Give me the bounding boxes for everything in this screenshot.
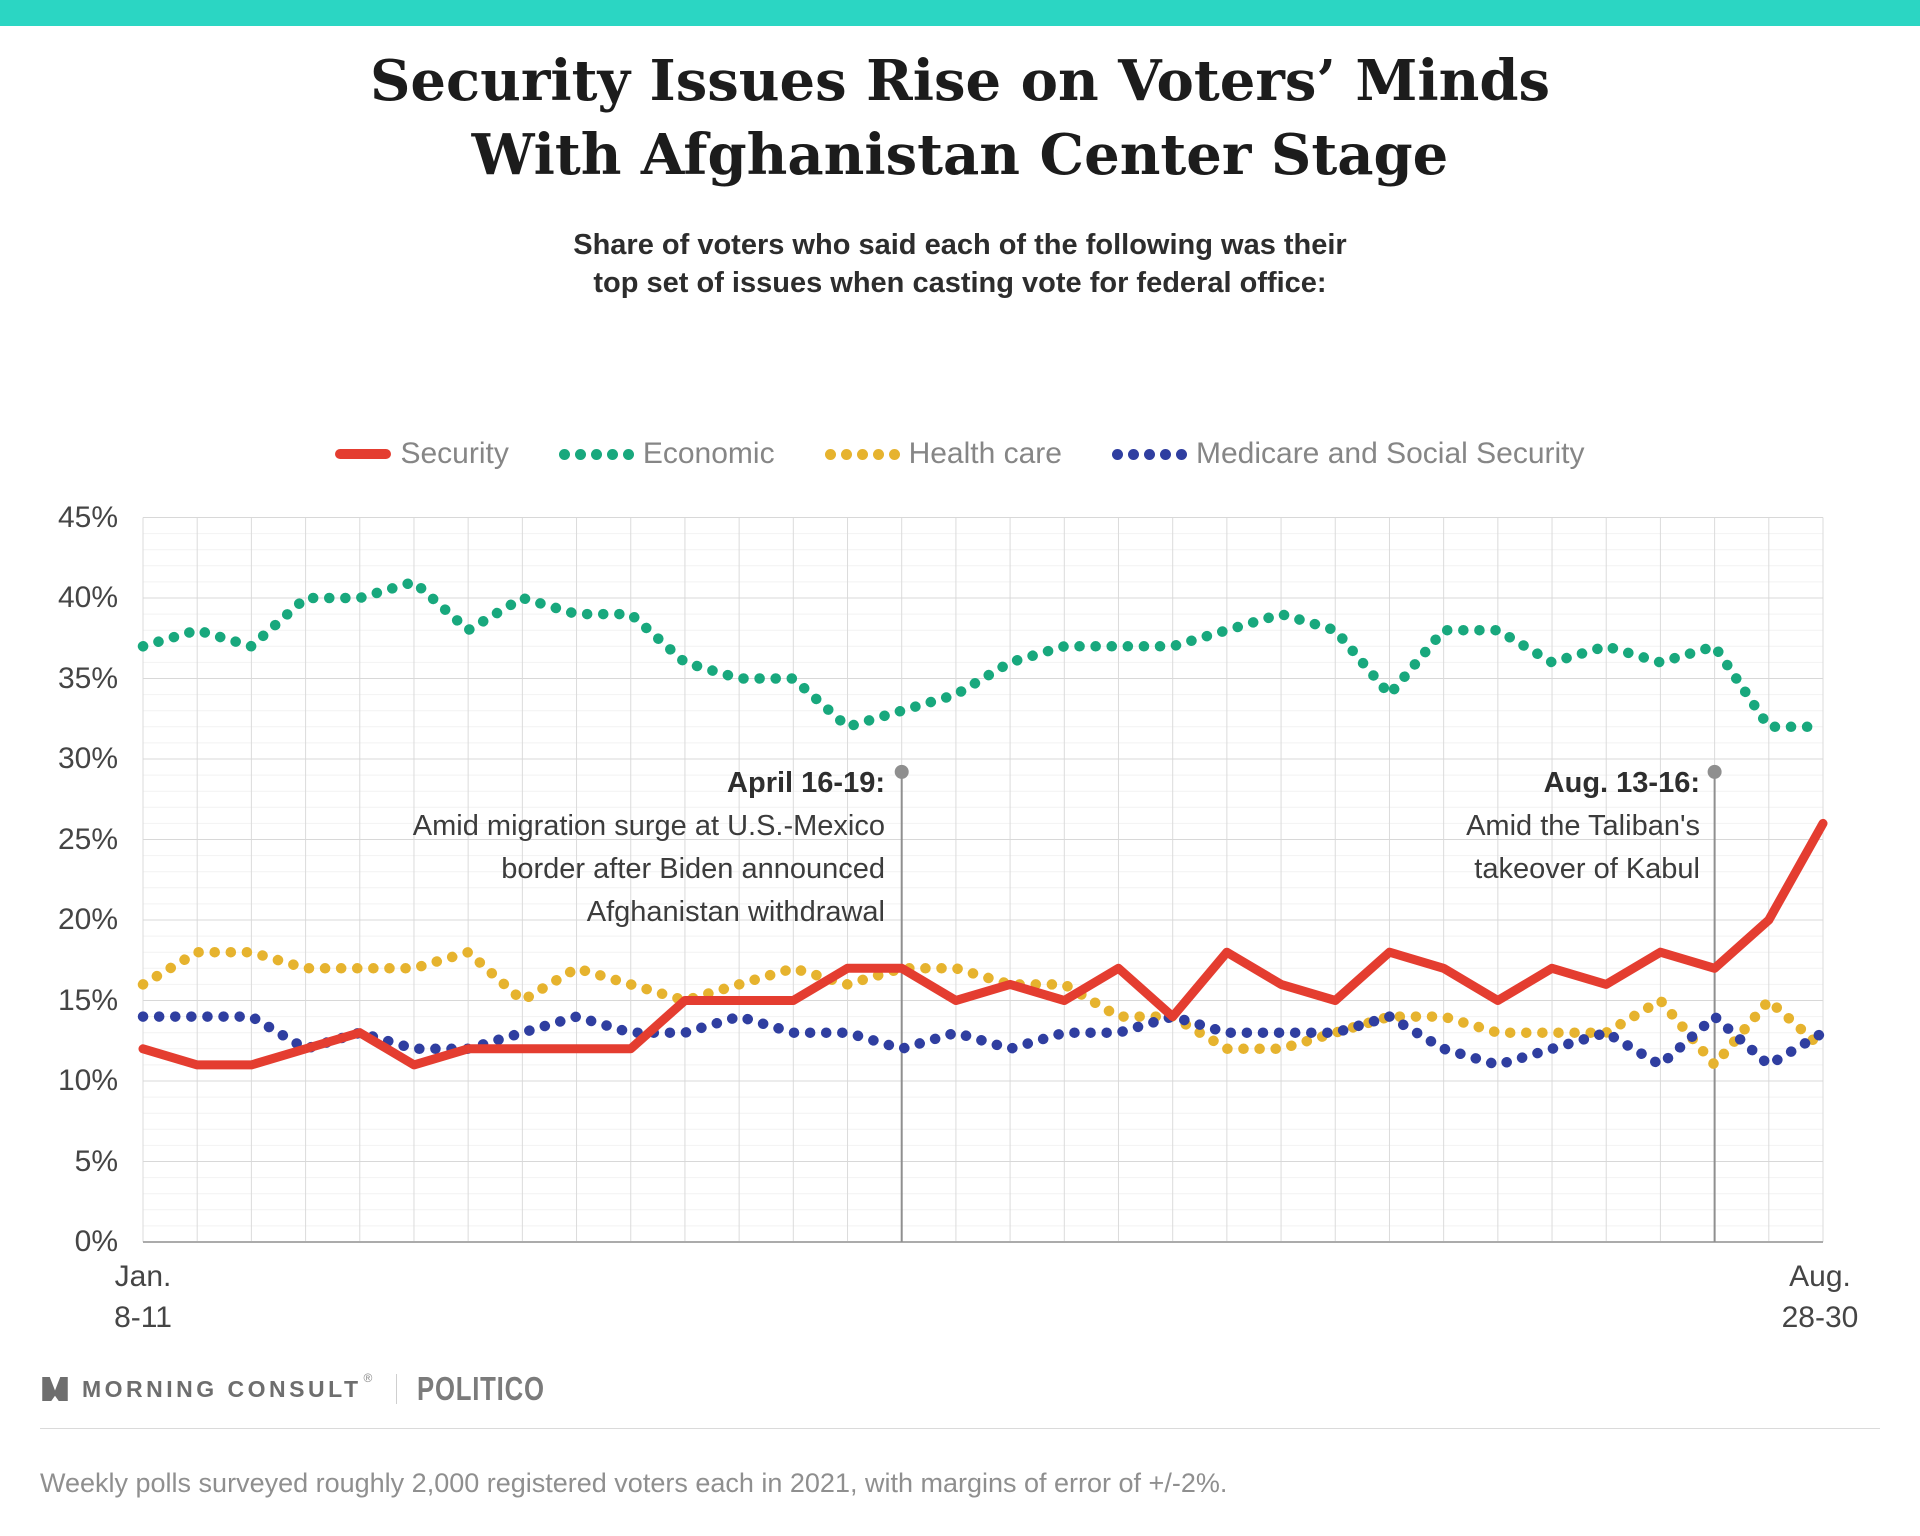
annotation-april-head: April 16-19: [727,767,885,799]
chart-subtitle-line2: top set of issues when casting vote for … [593,267,1327,299]
economic-dots-swatch-icon [558,448,634,460]
annotation-august-line2: takeover of Kabul [1474,853,1700,885]
annotation-april-line3: Afghanistan withdrawal [586,896,885,928]
registered-mark: ® [363,1371,373,1385]
y-tick-label: 10% [57,1064,118,1097]
security-line-swatch-icon [335,449,392,459]
page-title-line2: With Afghanistan Center Stage [471,122,1449,188]
annotation-april-line2: border after Biden announced [501,853,885,885]
politico-wordmark: POLITICO [417,1370,546,1407]
x-tick-first: Jan. 8-11 [73,1256,213,1338]
gridlines-minor [143,533,1823,1227]
x-tick-last-month: Aug. [1789,1260,1851,1293]
annotation-august-line1: Amid the Taliban's [1466,810,1700,842]
health-care-dots-swatch-icon [824,448,900,460]
y-tick-label: 35% [57,661,118,695]
y-tick-label: 25% [57,822,118,856]
footer-divider [396,1374,398,1404]
methodology-note: Weekly polls surveyed roughly 2,000 regi… [40,1468,1228,1498]
x-tick-last-days: 28-30 [1781,1301,1859,1334]
gridlines-major [143,517,1823,1162]
annotation-event-dot [1707,764,1722,779]
chart-subtitle: Share of voters who said each of the fol… [0,226,1920,302]
annotation-april: April 16-19: Amid migration surge at U.S… [413,762,885,934]
y-tick-label: 40% [57,581,118,614]
series-medicare-and-social-security [137,1009,1829,1072]
y-tick-label: 5% [74,1144,118,1178]
legend: Security Economic Health care Medicare a… [0,437,1920,471]
morning-consult-wordmark: MORNING CONSULT [82,1375,362,1402]
y-tick-label: 30% [57,742,118,775]
series-health-care [137,946,1829,1074]
legend-label-economic: Economic [642,437,775,470]
annotation-april-line1: Amid migration surge at U.S.-Mexico [412,810,885,842]
legend-item-health-care: Health care [824,437,1062,471]
y-tick-label: 0% [74,1225,118,1258]
medicare-dots-swatch-icon [1111,448,1187,460]
series-security [138,818,1828,1070]
legend-item-security: Security [335,437,509,471]
annotation-august: Aug. 13-16: Amid the Taliban's takeover … [1466,762,1700,891]
y-tick-label: 15% [57,983,118,1017]
x-tick-first-month: Jan. [114,1260,172,1293]
x-tick-last: Aug. 28-30 [1750,1256,1890,1338]
accent-bar [0,0,1920,26]
annotation-august-head: Aug. 13-16: [1543,767,1700,799]
x-tick-first-days: 8-11 [114,1301,172,1334]
page-title-line1: Security Issues Rise on Voters’ Minds [369,48,1551,114]
annotation-event-dot [894,764,909,779]
legend-label-health-care: Health care [908,437,1062,470]
series-economic [137,576,1829,733]
page-title: Security Issues Rise on Voters’ Minds Wi… [0,44,1920,192]
legend-item-medicare: Medicare and Social Security [1111,437,1585,471]
morning-consult-logo-icon [42,1377,68,1401]
y-tick-label: 20% [57,903,118,936]
legend-label-medicare: Medicare and Social Security [1195,437,1585,470]
legend-item-economic: Economic [558,437,775,471]
chart-subtitle-line1: Share of voters who said each of the fol… [573,229,1347,261]
footer-rule [40,1428,1880,1429]
legend-label-security: Security [400,437,509,470]
footer-brand-row: MORNING CONSULT ® POLITICO [40,1370,581,1408]
y-tick-label: 45% [57,500,118,534]
